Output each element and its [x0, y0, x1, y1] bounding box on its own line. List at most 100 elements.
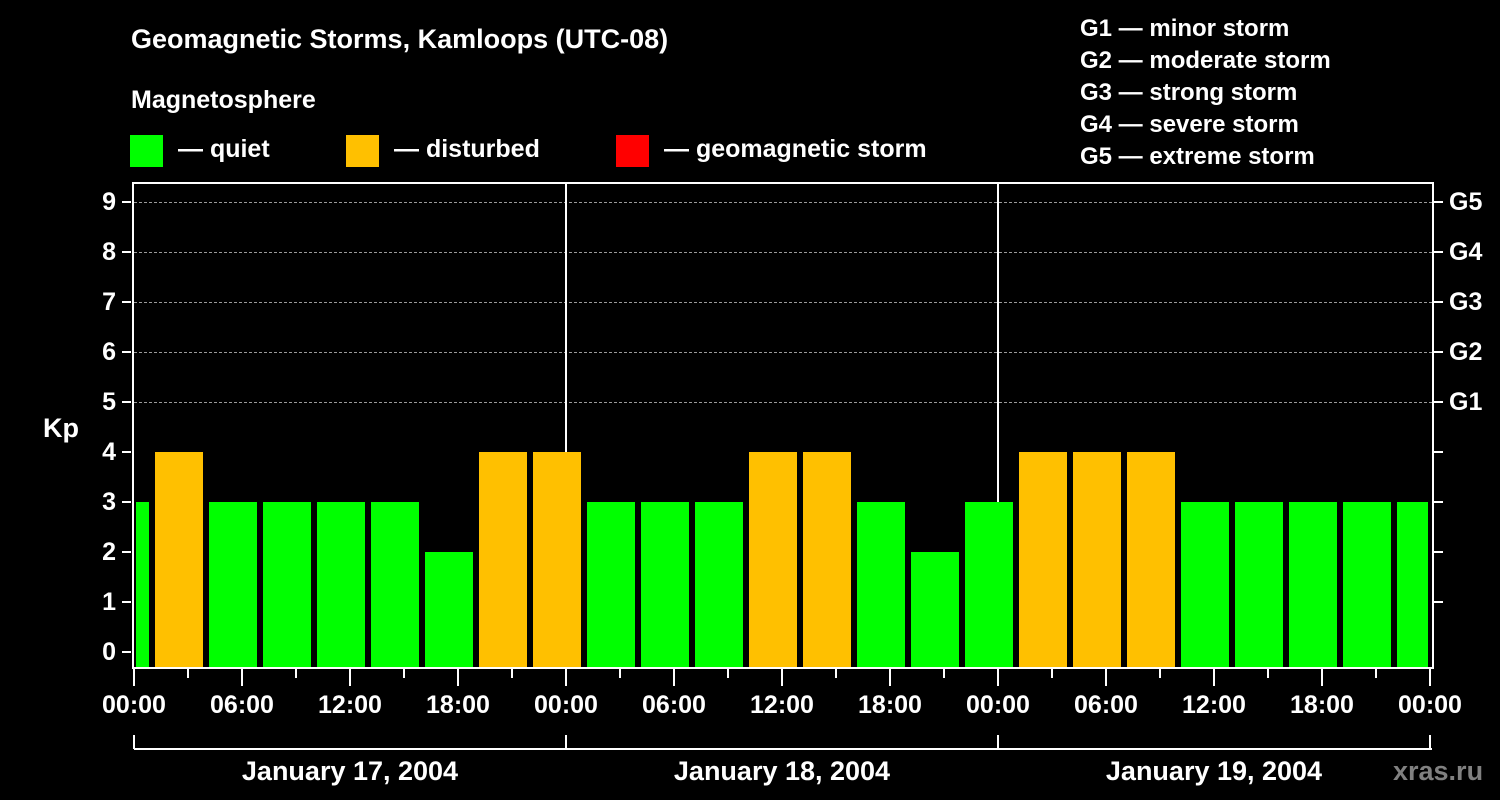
x-tick-label: 00:00 [102, 691, 166, 719]
y-tick [122, 351, 131, 353]
x-tick-label: 12:00 [1182, 691, 1246, 719]
legend-label-disturbed: — disturbed [394, 135, 540, 163]
kp-bar [1343, 502, 1391, 667]
x-tick-major [673, 669, 675, 686]
y-tick-label: 9 [102, 188, 116, 216]
x-tick-minor [1267, 669, 1269, 678]
x-tick-minor [943, 669, 945, 678]
y-tick-label: 4 [102, 438, 116, 466]
g-legend-g2: G2 — moderate storm [1080, 47, 1331, 74]
watermark: xras.ru [1393, 756, 1484, 786]
y-tick [122, 301, 131, 303]
x-tick-label: 12:00 [750, 691, 814, 719]
day-label: January 17, 2004 [241, 756, 459, 786]
x-tick-label: 00:00 [1398, 691, 1462, 719]
kp-bar [263, 502, 311, 667]
kp-bar [425, 552, 473, 667]
y-tick [122, 451, 131, 453]
x-tick-minor [835, 669, 837, 678]
y-tick [122, 651, 131, 653]
x-tick-minor [295, 669, 297, 678]
x-tick-label: 06:00 [210, 691, 274, 719]
x-tick-major [997, 669, 999, 686]
kp-bar [155, 452, 203, 667]
g-scale-label: G4 [1449, 238, 1483, 266]
y-tick-right [1434, 251, 1443, 253]
x-tick-major [1321, 669, 1323, 686]
day-divider [997, 184, 999, 667]
x-tick-label: 06:00 [1074, 691, 1138, 719]
g-scale-label: G3 [1449, 288, 1483, 316]
gridline [134, 252, 1432, 253]
kp-bar [1073, 452, 1121, 667]
x-tick-minor [511, 669, 513, 678]
y-tick [122, 251, 131, 253]
x-tick-minor [1375, 669, 1377, 678]
x-tick-major [781, 669, 783, 686]
g-scale-label: G5 [1449, 188, 1483, 216]
gridline [134, 302, 1432, 303]
kp-bar [371, 502, 419, 667]
legend-label-quiet: — quiet [178, 135, 270, 163]
legend-label-storm: — geomagnetic storm [664, 135, 927, 163]
kp-bar [587, 502, 635, 667]
kp-bar [533, 452, 581, 667]
y-tick [122, 201, 131, 203]
y-tick [122, 551, 131, 553]
y-tick-label: 2 [102, 538, 116, 566]
day-label: January 19, 2004 [1105, 756, 1323, 786]
x-tick-label: 18:00 [858, 691, 922, 719]
x-tick-label: 18:00 [426, 691, 490, 719]
legend-swatch-storm [616, 135, 649, 167]
x-tick-major [565, 669, 567, 686]
chart-title: Geomagnetic Storms, Kamloops (UTC-08) [131, 24, 669, 54]
x-tick-label: 00:00 [534, 691, 598, 719]
x-tick-label: 12:00 [318, 691, 382, 719]
chart-subtitle: Magnetosphere [131, 86, 316, 114]
kp-bar [136, 502, 149, 667]
g-legend-g4: G4 — severe storm [1080, 111, 1299, 138]
kp-bar [1235, 502, 1283, 667]
day-bracket-tick [133, 735, 135, 749]
y-tick-right [1434, 501, 1443, 503]
x-tick-minor [187, 669, 189, 678]
g-legend-g1: G1 — minor storm [1080, 15, 1290, 42]
day-divider [565, 184, 567, 667]
x-tick-major [457, 669, 459, 686]
day-label: January 18, 2004 [673, 756, 891, 786]
y-tick-label: 8 [102, 238, 116, 266]
y-tick-right [1434, 601, 1443, 603]
y-tick-right [1434, 201, 1443, 203]
gridline [134, 402, 1432, 403]
gridline [134, 352, 1432, 353]
x-tick-label: 00:00 [966, 691, 1030, 719]
g-scale-label: G1 [1449, 388, 1483, 416]
kp-bar [317, 502, 365, 667]
day-bracket-line [134, 748, 1432, 750]
kp-bar [479, 452, 527, 667]
y-tick-label: 7 [102, 288, 116, 316]
kp-bar [803, 452, 851, 667]
kp-bar [911, 552, 959, 667]
y-tick-right [1434, 551, 1443, 553]
g-scale-label: G2 [1449, 338, 1483, 366]
day-bracket-tick [565, 735, 567, 749]
plot-frame [132, 182, 1434, 669]
x-tick-major [133, 669, 135, 686]
kp-bar [1127, 452, 1175, 667]
kp-bar [1289, 502, 1337, 667]
x-tick-minor [1159, 669, 1161, 678]
y-tick [122, 601, 131, 603]
day-bracket-tick [1429, 735, 1431, 749]
y-tick-label: 6 [102, 338, 116, 366]
y-tick-right [1434, 351, 1443, 353]
y-tick-label: 5 [102, 388, 116, 416]
x-tick-minor [727, 669, 729, 678]
y-tick-right [1434, 301, 1443, 303]
x-tick-label: 06:00 [642, 691, 706, 719]
kp-bar [749, 452, 797, 667]
kp-bar [965, 502, 1013, 667]
x-tick-minor [619, 669, 621, 678]
x-tick-major [1105, 669, 1107, 686]
kp-bar [1019, 452, 1067, 667]
